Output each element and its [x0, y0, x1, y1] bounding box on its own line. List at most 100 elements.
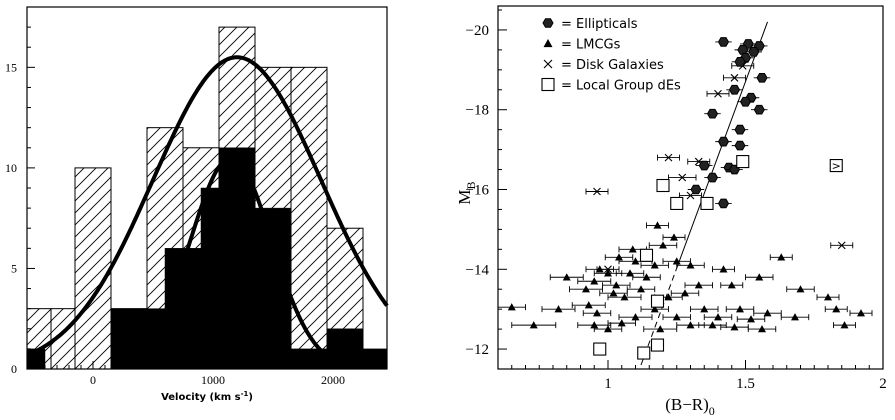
lmcg-point	[857, 309, 865, 317]
elliptical-point	[734, 124, 746, 135]
disk-galaxy-point	[604, 265, 612, 274]
lmcg-point	[700, 305, 709, 313]
legend-hexagon-icon	[542, 18, 554, 28]
lmcg-point	[620, 293, 629, 301]
lmcg-point	[730, 323, 739, 331]
lmcg-point	[593, 309, 601, 317]
lmcg-point	[796, 285, 805, 293]
legend-label: = Disk Galaxies	[561, 58, 664, 73]
local-group-de-point	[656, 178, 670, 193]
right-y-axis-label: MB	[455, 181, 478, 204]
legend-cross-icon	[543, 59, 553, 69]
filled-bar	[110, 308, 148, 370]
elliptical-point	[717, 136, 730, 147]
lmcg-point	[714, 313, 722, 321]
lmcg-point	[672, 313, 681, 321]
left-axis-ticks: 0 1000 2000 0 5 10 15	[5, 26, 382, 387]
y-tick-label: 10	[5, 161, 17, 175]
elliptical-point	[734, 57, 746, 67]
x-tick-label: 1.5	[736, 376, 755, 392]
lmcg-point	[670, 233, 678, 241]
local-group-de-point	[650, 338, 665, 352]
lmcg-point	[824, 293, 832, 301]
local-group-de-point	[650, 294, 665, 308]
elliptical-point	[717, 37, 730, 47]
local-group-de-point	[637, 346, 651, 360]
filled-bar	[218, 147, 256, 370]
y-tick-label: 0	[11, 362, 17, 376]
x-tick-label: 2	[879, 376, 887, 392]
local-group-de-point	[639, 248, 654, 262]
disk-galaxy-point	[593, 187, 601, 196]
local-group-de-point	[700, 196, 714, 211]
hatched-bar	[290, 66, 328, 370]
y-tick-label: −16	[466, 182, 490, 198]
local-group-de-point	[593, 342, 607, 356]
fit-line-dashed	[640, 269, 677, 366]
elliptical-point	[717, 198, 730, 209]
lmcg-point	[708, 321, 717, 329]
lmcg-point	[681, 289, 689, 297]
lmcg-point	[609, 289, 618, 297]
lmcg-point	[631, 257, 640, 265]
elliptical-point	[734, 140, 746, 151]
lmcg-point	[628, 245, 637, 253]
filled-bar	[254, 207, 292, 370]
lmcg-point	[656, 325, 665, 333]
left-x-axis-label: Velocity (km s-1)	[161, 390, 253, 403]
gaussian-curves	[26, 55, 389, 358]
lmcg-point	[507, 303, 516, 311]
lmcg-point	[554, 305, 563, 313]
lmcg-point	[612, 281, 621, 289]
lmcg-point	[659, 241, 667, 249]
lmcg-point	[582, 285, 590, 293]
lmcg-point	[529, 321, 538, 329]
lmcg-point	[626, 269, 634, 277]
y-tick-label: −20	[466, 23, 489, 39]
velocity-histogram-panel: 0 1000 2000 0 5 10 15 Velocity (km s-1)	[5, 6, 389, 403]
lmcg-point	[763, 309, 772, 317]
local-group-de-point	[736, 155, 750, 169]
legend-label: = Ellipticals	[561, 17, 638, 32]
lmcg-point	[694, 281, 703, 289]
elliptical-point	[690, 184, 702, 195]
x-tick-label: 1	[604, 376, 612, 392]
lmcg-point	[584, 301, 593, 309]
elliptical-point	[698, 160, 710, 171]
lmcg-point	[672, 257, 681, 265]
legend-square-icon	[541, 77, 555, 92]
filled-bar	[326, 328, 364, 370]
elliptical-point	[706, 108, 719, 119]
elliptical-point	[748, 47, 760, 57]
right-x-axis-label: (B−R)0	[665, 395, 715, 418]
lmcg-point	[590, 321, 599, 329]
lmcg-point	[562, 273, 571, 281]
disk-galaxy-point	[837, 241, 846, 250]
fit-line	[640, 21, 768, 366]
lmcg-point	[758, 325, 766, 333]
lmcg-point	[747, 315, 755, 323]
lmcg-point	[617, 319, 626, 327]
lmcg-point	[727, 281, 736, 289]
filled-bar	[200, 187, 220, 370]
y-tick-label: −14	[466, 262, 490, 278]
lmcg-point	[631, 313, 640, 321]
gaussian-curve	[26, 55, 389, 358]
elliptical-point	[728, 84, 741, 95]
elliptical-point	[739, 96, 752, 107]
lmcg-point	[650, 261, 659, 269]
lmcg-point	[590, 277, 599, 285]
disk-galaxy-points	[585, 61, 854, 274]
lmcg-point	[637, 285, 645, 293]
disk-galaxy-point	[664, 153, 673, 162]
lmcg-point	[840, 321, 849, 329]
elliptical-point	[737, 45, 749, 55]
lmcg-point	[755, 273, 764, 281]
elliptical-point	[706, 172, 719, 183]
x-tick-label: 2000	[321, 373, 345, 387]
y-tick-label: −18	[466, 103, 489, 119]
lmcg-point	[615, 253, 623, 261]
lmcg-point	[777, 253, 786, 261]
lmcg-point	[642, 273, 651, 281]
